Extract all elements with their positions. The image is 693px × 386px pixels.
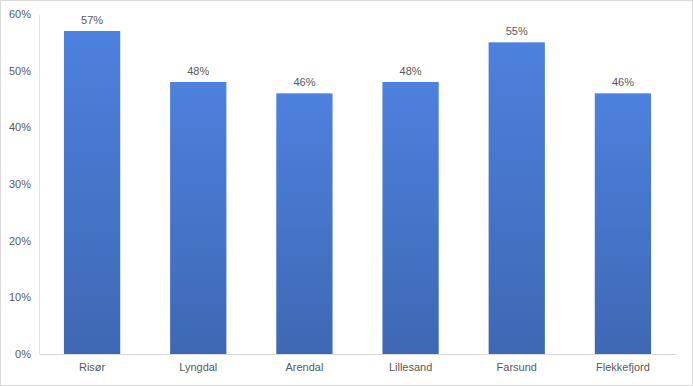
y-tick-label: 60% <box>9 8 31 20</box>
y-tick: 40% <box>9 121 39 133</box>
y-tick-label: 10% <box>9 291 31 303</box>
y-tick: 50% <box>9 65 39 77</box>
data-label: 46% <box>612 76 634 88</box>
x-tick: Lillesand <box>389 354 432 373</box>
y-tick-label: 20% <box>9 235 31 247</box>
x-tick-label: Flekkefjord <box>596 361 650 373</box>
y-tick: 60% <box>9 8 39 20</box>
y-tick-label: 30% <box>9 178 31 190</box>
x-tick: Risør <box>79 354 106 373</box>
data-labels: 57% 48% 46% 48% 55% 46% <box>81 14 634 88</box>
x-tick-label: Farsund <box>497 361 537 373</box>
data-label: 46% <box>293 76 315 88</box>
y-tick: 0% <box>15 348 39 360</box>
chart-frame <box>1 1 693 386</box>
y-tick: 10% <box>9 291 39 303</box>
x-axis-line <box>40 354 677 355</box>
bar <box>170 82 226 354</box>
x-tick-label: Lillesand <box>389 361 432 373</box>
data-label: 55% <box>506 25 528 37</box>
y-tick-label: 0% <box>15 348 31 360</box>
x-tick-label: Lyngdal <box>179 361 217 373</box>
bar <box>595 93 651 354</box>
data-label: 57% <box>81 14 103 26</box>
bar <box>276 93 332 354</box>
bars <box>64 31 651 354</box>
y-tick-label: 50% <box>9 65 31 77</box>
y-tick: 30% <box>9 178 39 190</box>
x-tick: Flekkefjord <box>596 354 650 373</box>
y-axis: 0% 10% 20% 30% 40% 50% 60% <box>9 8 40 360</box>
data-label: 48% <box>400 65 422 77</box>
bar <box>489 42 545 354</box>
y-tick-label: 40% <box>9 121 31 133</box>
x-tick-label: Risør <box>79 361 106 373</box>
y-tick: 20% <box>9 235 39 247</box>
y-axis-line <box>39 15 40 355</box>
data-label: 48% <box>187 65 209 77</box>
bar <box>64 31 120 354</box>
x-axis: Risør Lyngdal Arendal Lillesand Farsund Flekk… <box>40 354 677 373</box>
x-tick: Arendal <box>285 354 323 373</box>
bar <box>382 82 438 354</box>
x-tick: Farsund <box>497 354 537 373</box>
x-tick: Lyngdal <box>179 354 217 373</box>
x-tick-label: Arendal <box>285 361 323 373</box>
